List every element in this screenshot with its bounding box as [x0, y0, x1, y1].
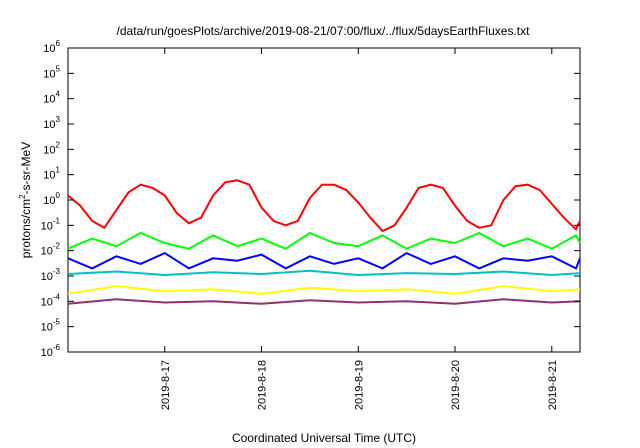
series-line-2	[67, 231, 581, 250]
x-axis-ticks: 2019-8-17 2019-8-18 2019-8-19 2019-8-20 2019…	[160, 48, 559, 410]
x-tick-label: 2019-8-20	[450, 360, 462, 410]
series-line-5	[67, 285, 581, 295]
y-tick-label: 100	[43, 191, 60, 207]
y-tick-label: 10-2	[41, 242, 61, 258]
y-tick-label: 103	[43, 115, 60, 131]
y-tick-label: 10-5	[41, 318, 61, 334]
x-tick-label: 2019-8-19	[353, 360, 365, 410]
y-tick-label: 105	[43, 64, 60, 80]
y-axis-label-suffix: -s-sr-MeV	[19, 142, 33, 195]
series-line-6	[67, 298, 581, 305]
y-axis-label-prefix: protons/cm	[19, 199, 33, 258]
chart-title: /data/run/goesPlots/archive/2019-08-21/0…	[117, 24, 531, 38]
series-line-1	[67, 179, 581, 233]
x-tick-label: 2019-8-18	[257, 360, 269, 410]
y-tick-label: 10-6	[41, 343, 61, 359]
x-axis-label: Coordinated Universal Time (UTC)	[232, 431, 416, 445]
y-tick-label: 102	[43, 140, 60, 156]
y-tick-label: 104	[43, 90, 60, 106]
series-line-4	[67, 269, 581, 277]
x-tick-label: 2019-8-21	[547, 360, 559, 410]
x-tick-label: 2019-8-17	[160, 360, 172, 410]
y-tick-label: 10-4	[41, 292, 61, 308]
y-axis-label: protons/cm2-s-sr-MeV	[18, 142, 33, 258]
series-line-3	[67, 251, 581, 270]
y-tick-label: 10-3	[41, 267, 61, 283]
y-axis-ticks: 10-6 10-5 10-4 10-3 10-2 10-1 100 101 102 103 104 1…	[41, 39, 580, 359]
y-tick-label: 10-1	[41, 216, 61, 232]
y-axis-label-sup: 2	[18, 194, 27, 199]
series-group	[67, 179, 581, 305]
y-tick-label: 101	[43, 166, 60, 182]
y-tick-label: 106	[43, 39, 60, 55]
